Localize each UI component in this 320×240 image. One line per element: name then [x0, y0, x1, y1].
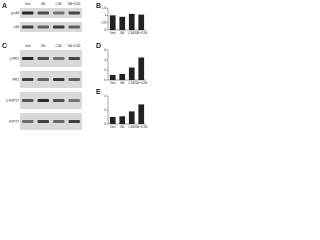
lane-label: Veh — [25, 2, 31, 6]
lane-label: Veh — [25, 44, 31, 48]
blot-strip — [20, 50, 82, 67]
bar — [109, 75, 116, 80]
y-tick-label: 2 — [104, 68, 106, 72]
bar — [138, 104, 145, 124]
bar — [138, 57, 145, 80]
blot-strip — [20, 71, 82, 88]
blot-band — [68, 25, 80, 29]
lane-label: SB — [41, 44, 45, 48]
blot-band — [53, 78, 65, 81]
row-label: p-HSP27 — [6, 98, 19, 102]
row-label: p-p38 — [11, 11, 19, 15]
blot-band — [37, 99, 49, 102]
bar — [119, 16, 126, 30]
blot-band — [37, 11, 49, 15]
blot-band — [53, 11, 65, 15]
panel-label: B — [96, 3, 101, 10]
y-tick-label: 0 — [104, 28, 106, 32]
blot-strip — [20, 8, 82, 18]
bar — [128, 111, 135, 124]
blot-band — [37, 78, 49, 81]
x-tick-label: Veh — [110, 81, 116, 85]
bar — [128, 67, 135, 80]
blot-band — [53, 120, 65, 123]
lane-label: CSE — [55, 2, 62, 6]
y-tick-label: 0 — [104, 78, 106, 82]
y-tick-label: 6 — [104, 48, 106, 52]
x-tick-label: CSE — [128, 31, 135, 35]
panel-label: E — [96, 89, 101, 96]
blot-strip — [20, 92, 82, 109]
blot-band — [37, 25, 49, 29]
blot-band — [68, 11, 80, 15]
blot-band — [53, 57, 65, 60]
x-tick-label: SB — [120, 31, 124, 35]
x-tick-label: CSE — [128, 125, 135, 129]
y-tick-label: 0.5 — [102, 21, 107, 25]
row-label: MK2 — [12, 77, 19, 81]
x-tick-label: SB — [120, 81, 124, 85]
y-tick-label: 1 — [104, 13, 106, 17]
row-label: p-MK2 — [10, 56, 20, 60]
row-label: HSP27 — [9, 119, 19, 123]
blot-band — [68, 78, 80, 81]
lane-label: CSE — [55, 44, 62, 48]
blot-strip — [20, 113, 82, 130]
x-tick-label: CSE — [128, 81, 135, 85]
x-tick-label: SB — [120, 125, 124, 129]
panel-label: A — [2, 3, 7, 10]
x-tick-label: Veh — [110, 125, 116, 129]
blot-band — [22, 11, 34, 15]
x-tick-label: SB+CSE — [135, 31, 148, 35]
blot-band — [22, 120, 34, 123]
y-tick-label: 1.5 — [102, 6, 107, 10]
blot-band — [68, 99, 80, 102]
blot-band — [22, 78, 34, 81]
y-tick-label: 2 — [104, 108, 106, 112]
blot-band — [53, 99, 65, 102]
bar — [119, 74, 126, 80]
blot-band — [68, 57, 80, 60]
blot-band — [22, 99, 34, 102]
blot-band — [53, 25, 65, 29]
blot-strip — [20, 22, 82, 32]
blot-band — [68, 120, 80, 123]
blot-band — [22, 25, 34, 29]
y-tick-label: 4 — [104, 94, 106, 98]
lane-label: SB+CSE — [68, 2, 81, 6]
bar — [138, 14, 145, 30]
bar — [128, 13, 135, 30]
x-tick-label: SB+CSE — [135, 125, 148, 129]
blot-band — [22, 57, 34, 60]
panel-label: D — [96, 43, 101, 50]
y-tick-label: 0 — [104, 122, 106, 126]
x-tick-label: Veh — [110, 31, 116, 35]
panel-label: C — [2, 43, 7, 50]
bar — [109, 15, 116, 30]
bar — [119, 116, 126, 124]
bar — [109, 117, 116, 124]
blot-band — [37, 57, 49, 60]
x-tick-label: SB+CSE — [135, 81, 148, 85]
blot-band — [37, 120, 49, 123]
row-label: p38 — [14, 25, 20, 29]
lane-label: SB — [41, 2, 45, 6]
y-tick-label: 4 — [104, 58, 106, 62]
lane-label: SB+CSE — [68, 44, 81, 48]
